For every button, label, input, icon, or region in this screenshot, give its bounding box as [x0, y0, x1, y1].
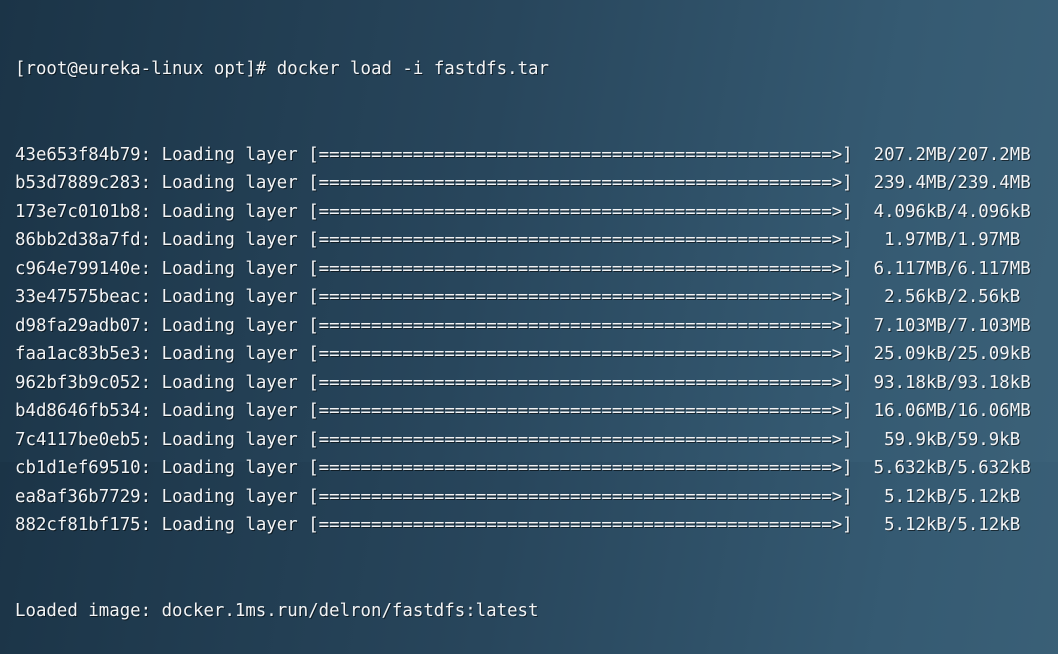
- layer-size: 1.97MB/1.97MB: [884, 230, 1021, 250]
- layer-status: Loading layer: [161, 201, 298, 222]
- layer-size: 59.9kB/59.9kB: [884, 429, 1021, 450]
- layer-status: Loading layer: [161, 515, 298, 535]
- layer-id: 43e653f84b79: [15, 144, 141, 165]
- layer-line: 173e7c0101b8: Loading layer [===========…: [15, 201, 1031, 222]
- layer-status: Loading layer: [161, 144, 298, 165]
- layer-status: Loading layer: [161, 486, 298, 507]
- progress-bar: [=======================================…: [308, 315, 853, 336]
- layer-id: 962bf3b9c052: [15, 372, 141, 393]
- layer-id: cb1d1ef69510: [15, 458, 141, 478]
- layer-line: c964e799140e: Loading layer [===========…: [15, 258, 1031, 279]
- progress-bar: [=======================================…: [308, 372, 853, 393]
- layer-status: Loading layer: [161, 315, 298, 336]
- layer-status: Loading layer: [161, 429, 298, 450]
- layer-line: 86bb2d38a7fd: Loading layer [===========…: [15, 230, 1021, 250]
- layer-id: c964e799140e: [15, 258, 141, 279]
- progress-bar: [=======================================…: [308, 344, 853, 364]
- layer-size: 7.103MB/7.103MB: [873, 315, 1031, 336]
- progress-bar: [=======================================…: [308, 258, 853, 279]
- result-line: Loaded image: docker.1ms.run/delron/fast…: [15, 600, 539, 621]
- layer-status: Loading layer: [161, 230, 298, 250]
- layer-line: 7c4117be0eb5: Loading layer [===========…: [15, 429, 1021, 450]
- layer-size: 4.096kB/4.096kB: [873, 201, 1031, 222]
- layer-id: b4d8646fb534: [15, 401, 141, 421]
- layer-id: 33e47575beac: [15, 287, 141, 307]
- layer-line: ea8af36b7729: Loading layer [===========…: [15, 486, 1021, 507]
- layer-id: d98fa29adb07: [15, 315, 141, 336]
- layer-status: Loading layer: [161, 401, 298, 421]
- layer-line: b53d7889c283: Loading layer [===========…: [15, 173, 1031, 193]
- layer-list: 43e653f84b79: Loading layer [===========…: [15, 141, 1031, 540]
- progress-bar: [=======================================…: [308, 401, 853, 421]
- layer-line: faa1ac83b5e3: Loading layer [===========…: [15, 344, 1031, 364]
- layer-status: Loading layer: [161, 458, 298, 478]
- layer-size: 207.2MB/207.2MB: [873, 144, 1031, 165]
- shell-prompt: [root@eureka-linux opt]#: [15, 59, 277, 79]
- layer-id: 86bb2d38a7fd: [15, 230, 141, 250]
- layer-id: faa1ac83b5e3: [15, 344, 141, 364]
- layer-status: Loading layer: [161, 173, 298, 193]
- layer-line: 43e653f84b79: Loading layer [===========…: [15, 144, 1031, 165]
- layer-id: b53d7889c283: [15, 173, 141, 193]
- layer-status: Loading layer: [161, 287, 298, 307]
- progress-bar: [=======================================…: [308, 173, 853, 193]
- layer-status: Loading layer: [161, 372, 298, 393]
- layer-line: d98fa29adb07: Loading layer [===========…: [15, 315, 1031, 336]
- layer-size: 239.4MB/239.4MB: [873, 173, 1031, 193]
- layer-id: 882cf81bf175: [15, 515, 141, 535]
- layer-size: 5.12kB/5.12kB: [884, 515, 1021, 535]
- progress-bar: [=======================================…: [308, 201, 853, 222]
- layer-line: b4d8646fb534: Loading layer [===========…: [15, 401, 1031, 421]
- progress-bar: [=======================================…: [308, 429, 853, 450]
- command-line: [root@eureka-linux opt]# docker load -i …: [15, 55, 1031, 84]
- terminal-output[interactable]: [root@eureka-linux opt]# docker load -i …: [15, 0, 1031, 654]
- layer-size: 5.632kB/5.632kB: [873, 458, 1031, 478]
- layer-status: Loading layer: [161, 344, 298, 364]
- layer-line: cb1d1ef69510: Loading layer [===========…: [15, 458, 1031, 478]
- layer-size: 25.09kB/25.09kB: [873, 344, 1031, 364]
- progress-bar: [=======================================…: [308, 230, 853, 250]
- layer-size: 2.56kB/2.56kB: [884, 287, 1021, 307]
- progress-bar: [=======================================…: [308, 458, 853, 478]
- layer-line: 962bf3b9c052: Loading layer [===========…: [15, 372, 1031, 393]
- progress-bar: [=======================================…: [308, 486, 853, 507]
- layer-size: 93.18kB/93.18kB: [873, 372, 1031, 393]
- layer-size: 5.12kB/5.12kB: [884, 486, 1021, 507]
- layer-line: 33e47575beac: Loading layer [===========…: [15, 287, 1021, 307]
- layer-id: 7c4117be0eb5: [15, 429, 141, 450]
- layer-id: ea8af36b7729: [15, 486, 141, 507]
- layer-size: 6.117MB/6.117MB: [873, 258, 1031, 279]
- layer-id: 173e7c0101b8: [15, 201, 141, 222]
- layer-status: Loading layer: [161, 258, 298, 279]
- layer-size: 16.06MB/16.06MB: [873, 401, 1031, 421]
- layer-line: 882cf81bf175: Loading layer [===========…: [15, 515, 1021, 535]
- progress-bar: [=======================================…: [308, 287, 853, 307]
- progress-bar: [=======================================…: [308, 144, 853, 165]
- progress-bar: [=======================================…: [308, 515, 853, 535]
- command-text: docker load -i fastdfs.tar: [276, 59, 549, 79]
